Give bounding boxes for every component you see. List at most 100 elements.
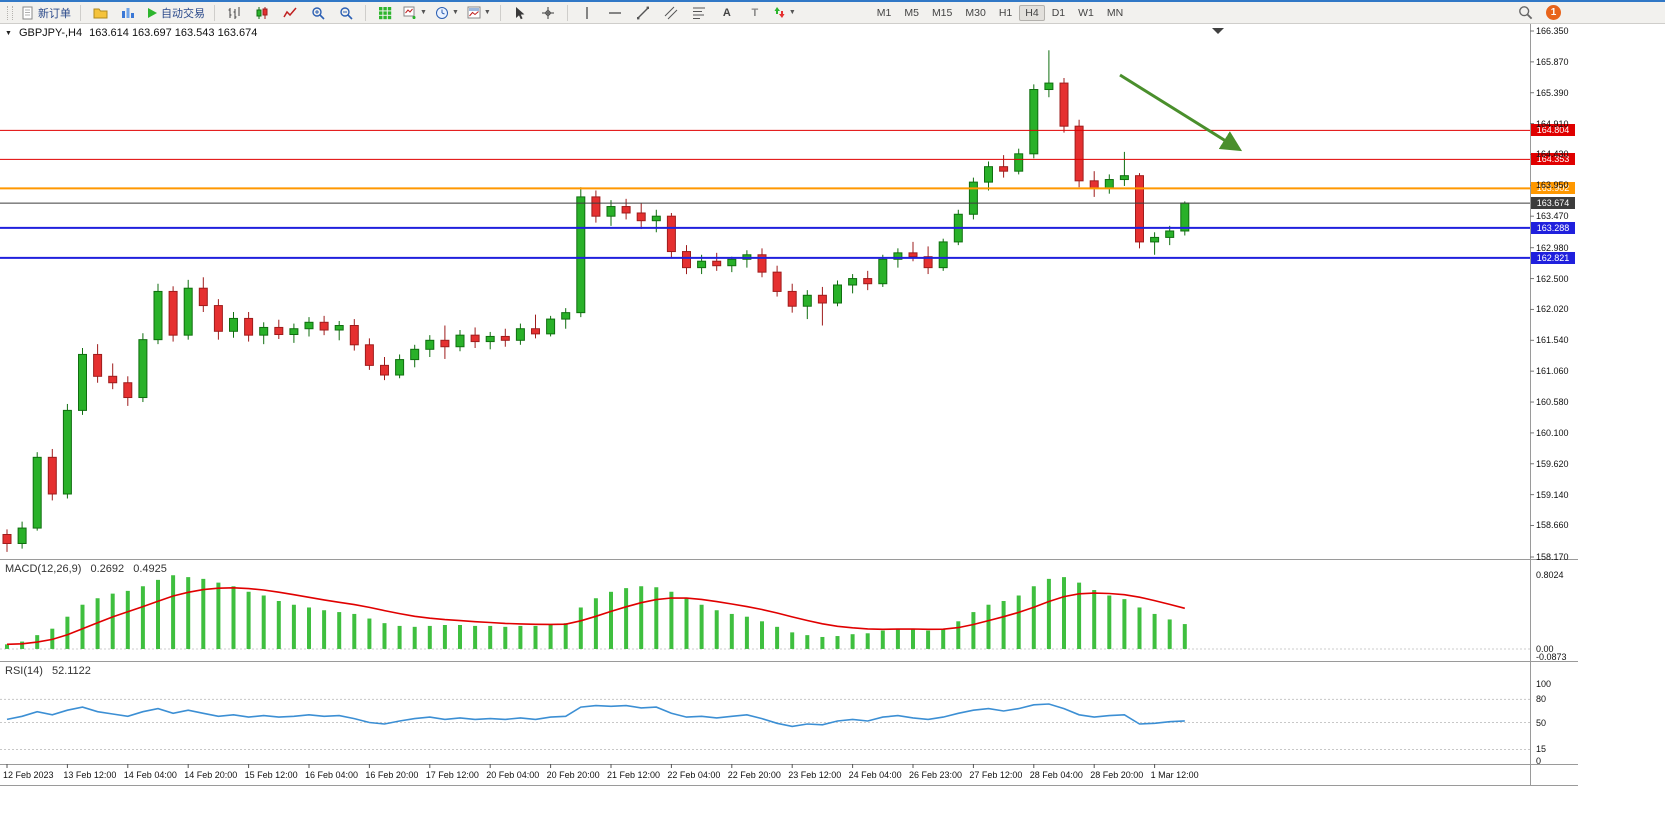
one-click-trading-arrow-icon[interactable]: ▼ xyxy=(5,29,12,37)
time-axis-label: 15 Feb 12:00 xyxy=(244,770,298,780)
price-axis-label: 164.430 xyxy=(1536,149,1569,160)
timeframe-H1[interactable]: H1 xyxy=(993,5,1018,21)
trend-arrow-annotation[interactable] xyxy=(1119,73,1243,152)
timeframe-W1[interactable]: W1 xyxy=(1072,5,1100,21)
new-chart-button[interactable]: ▼ xyxy=(400,3,430,23)
bar-chart-type-button[interactable] xyxy=(221,3,247,23)
timeframe-toolbar: M1 M5 M15 M30 H1 H4 D1 W1 MN xyxy=(871,4,1129,21)
candle-bullish xyxy=(727,258,737,267)
time-axis-label: 24 Feb 04:00 xyxy=(848,770,902,780)
indicators-button[interactable] xyxy=(372,3,398,23)
search-button[interactable] xyxy=(1512,3,1538,23)
timeframe-M30[interactable]: M30 xyxy=(959,5,991,21)
price-axis-label: 161.540 xyxy=(1536,335,1569,346)
market-watch-button[interactable] xyxy=(115,3,141,23)
timeframe-H4[interactable]: H4 xyxy=(1019,4,1045,21)
auto-trading-button[interactable]: 自动交易 xyxy=(143,3,208,23)
horizontal-line-tool-button[interactable] xyxy=(602,3,628,23)
candle-bearish xyxy=(863,278,873,285)
timeframe-MN[interactable]: MN xyxy=(1101,5,1129,21)
time-axis-label: 22 Feb 20:00 xyxy=(727,770,781,780)
candle-bullish xyxy=(878,258,888,285)
candlestick-type-button[interactable] xyxy=(249,3,275,23)
candle-bearish xyxy=(772,271,782,292)
candle-bearish xyxy=(1074,125,1084,182)
fibonacci-tool-button[interactable] xyxy=(686,3,712,23)
timeframe-M1[interactable]: M1 xyxy=(871,5,898,21)
periods-button[interactable]: ▼ xyxy=(432,3,462,23)
candle-bullish xyxy=(229,317,238,332)
notification-badge[interactable]: 1 xyxy=(1546,5,1561,20)
chart-shift-marker[interactable] xyxy=(1212,28,1224,34)
time-axis-label: 12 Feb 2023 xyxy=(3,770,54,780)
toolbar: 新订单 自动交易 xyxy=(0,2,1665,24)
toolbar-drag-handle[interactable] xyxy=(7,5,13,20)
price-axis-label: 160.100 xyxy=(1536,427,1569,438)
market-watch-icon xyxy=(121,6,135,19)
candle-bearish xyxy=(666,215,676,253)
time-axis[interactable]: 12 Feb 2023 13 Feb 12:00 14 Feb 04:00 14 Fe… xyxy=(0,764,1530,786)
candle-bearish xyxy=(908,252,918,258)
timeframe-M5[interactable]: M5 xyxy=(898,5,925,21)
rsi-axis-label: 0 xyxy=(1536,756,1542,766)
timeframe-M15[interactable]: M15 xyxy=(926,5,958,21)
new-order-button[interactable]: 新订单 xyxy=(18,3,74,23)
timeframe-D1[interactable]: D1 xyxy=(1046,5,1071,21)
candle-bearish xyxy=(636,212,646,222)
arrows-tool-button[interactable]: ▼ xyxy=(770,3,799,23)
price-line-badge: 163.288 xyxy=(1531,221,1575,234)
rsi-axis-label: 80 xyxy=(1536,694,1547,705)
candle-bearish xyxy=(712,260,722,267)
profiles-button[interactable] xyxy=(87,3,113,23)
candle-bearish xyxy=(93,353,103,377)
candle-bearish xyxy=(682,251,691,269)
rsi-axis-label: 15 xyxy=(1536,744,1547,755)
candle-bearish xyxy=(999,166,1009,172)
candlestick-icon xyxy=(255,6,269,20)
text-label-icon: T xyxy=(751,6,759,19)
vertical-line-tool-button[interactable] xyxy=(574,3,600,23)
zoom-out-button[interactable] xyxy=(333,3,359,23)
templates-button[interactable]: ▼ xyxy=(464,3,494,23)
candle-bullish xyxy=(561,312,571,320)
macd-name: MACD(12,26,9) xyxy=(5,563,82,575)
candle-bearish xyxy=(440,339,450,348)
time-axis-label: 13 Feb 12:00 xyxy=(63,770,117,780)
time-axis-label: 21 Feb 12:00 xyxy=(607,770,661,780)
chart-canvas[interactable] xyxy=(0,24,1578,786)
candle-bullish xyxy=(138,339,148,399)
cursor-tool-button[interactable] xyxy=(507,3,533,23)
candle-bearish xyxy=(470,334,480,343)
macd-main-value: 0.2692 xyxy=(90,563,125,575)
search-icon xyxy=(1518,5,1533,20)
crosshair-icon xyxy=(541,6,555,20)
time-axis-label: 28 Feb 20:00 xyxy=(1090,770,1144,780)
candle-bullish xyxy=(78,353,87,411)
price-axis[interactable]: 164.804 164.353 163.902 163.674 163.288 162.8… xyxy=(1530,24,1578,766)
candle-bearish xyxy=(2,533,12,544)
trendline-icon xyxy=(636,6,650,20)
chart-window[interactable]: ▼ GBPJPY-,H4 163.614 163.697 163.543 163… xyxy=(0,24,1578,786)
line-chart-type-button[interactable] xyxy=(277,3,303,23)
candle-bullish xyxy=(304,321,314,330)
crosshair-tool-button[interactable] xyxy=(535,3,561,23)
channel-tool-button[interactable] xyxy=(658,3,684,23)
time-axis-label: 16 Feb 20:00 xyxy=(365,770,419,780)
zoom-in-button[interactable] xyxy=(305,3,331,23)
trendline-tool-button[interactable] xyxy=(630,3,656,23)
price-axis-label: 166.350 xyxy=(1536,26,1569,36)
price-axis-label: 162.020 xyxy=(1536,304,1569,315)
text-tool-button[interactable]: A xyxy=(714,3,740,23)
label-tool-button[interactable]: T xyxy=(742,3,768,23)
time-axis-label: 14 Feb 04:00 xyxy=(123,770,177,780)
candle-bearish xyxy=(380,364,389,376)
candle-bullish xyxy=(1104,179,1114,190)
candle-bullish xyxy=(515,328,525,341)
candle-bullish xyxy=(848,278,858,286)
toolbar-right-group: 1 xyxy=(1512,3,1561,23)
candle-bullish xyxy=(153,290,163,341)
candle-bearish xyxy=(591,196,601,217)
fibonacci-icon xyxy=(692,6,706,20)
candle-bullish xyxy=(32,456,42,529)
candle-bullish xyxy=(1014,153,1024,172)
